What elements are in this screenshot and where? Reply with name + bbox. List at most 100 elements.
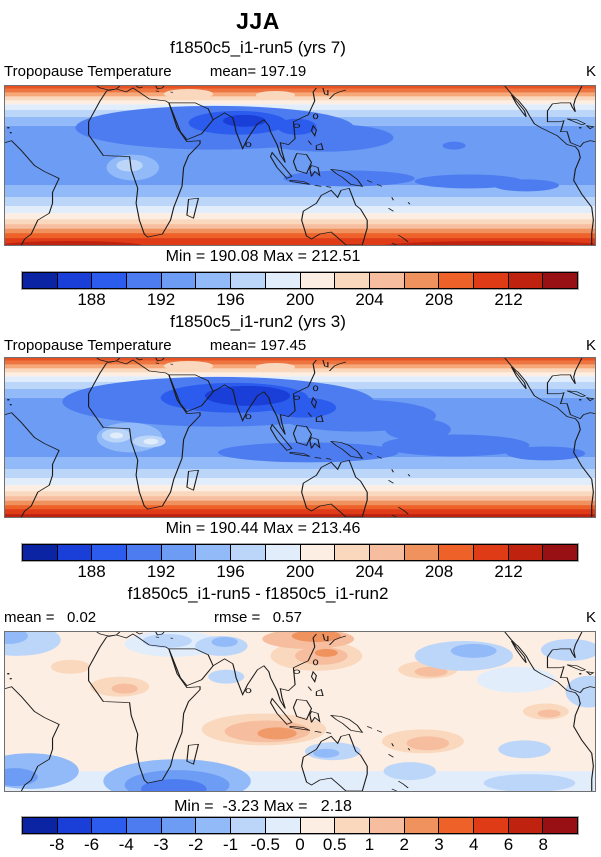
colorbar-tick-label: -8 [49,835,65,854]
panel3-header: mean = 0.02 rmse = 0.57 K [0,609,601,626]
colorbar-segment [57,273,93,288]
colorbar-segment [92,545,128,560]
cool-difference-blobs [5,632,595,791]
panel2-subtitle: f1850c5_i1-run2 (yrs 3) [170,312,346,331]
colorbar-tick-label: 0.5 [322,835,347,854]
panel2-header: Tropopause Temperature mean= 197.45 K [0,337,601,354]
colorbar-strip [21,816,579,835]
colorbar-segment [57,818,93,833]
colorbar-segment [439,545,474,560]
colorbar-segment [92,818,128,833]
panel3-colorbar: -8 -6 -4 -3 -2 -1 -0.5 0 0.5 1 2 3 4 6 8 [21,816,579,855]
colorbar-tick-label: -4 [118,835,134,854]
colorbar-segment [439,273,474,288]
colorbar-tick-labels: 188 192 196 200 204 208 212 [22,290,578,310]
colorbar-segment [196,273,232,288]
panel3-unit-label: K [585,609,596,626]
colorbar-tick-label: 208 [424,290,454,309]
colorbar-tick-label: 4 [469,835,479,854]
colorbar-segment [404,273,440,288]
panel2-unit-label: K [585,337,596,354]
panel2-minmax: Min = 190.44 Max = 213.46 [165,520,361,537]
colorbar-tick-label: 212 [494,290,523,309]
colorbar-segment [161,273,197,288]
colorbar-tick-label: 1 [364,835,375,854]
colorbar-segment [300,273,336,288]
colorbar-segment [543,818,577,833]
colorbar-segment [508,273,544,288]
panel2-field-label: Tropopause Temperature [4,337,172,354]
colorbar-segment [439,818,474,833]
panel3-mean-label: mean = 0.02 [4,609,97,626]
panel1-field-label: Tropopause Temperature [4,63,172,80]
colorbar-segment [231,273,266,288]
panel3-minmax: Min = -3.23 Max = 2.18 [174,798,352,815]
colorbar-tick-labels: -8 -6 -4 -3 -2 -1 -0.5 0 0.5 1 2 3 4 6 8 [22,835,578,855]
colorbar-segment [543,545,577,560]
colorbar-segment [508,545,544,560]
colorbar-segment [508,818,544,833]
colorbar-tick-label: -2 [188,835,204,854]
colorbar-segment [127,818,162,833]
colorbar-segment [300,545,336,560]
colorbar-segment [196,818,232,833]
colorbar-strip [21,271,579,290]
panel1-header: Tropopause Temperature mean= 197.19 K [0,63,601,80]
colorbar-strip [21,543,579,562]
colorbar-tick-label: 2 [399,835,409,854]
colorbar-tick-label: 200 [285,562,315,581]
colorbar-segment [57,545,93,560]
colorbar-segment [265,818,301,833]
colorbar-tick-label: 0 [295,835,305,854]
colorbar-tick-label: -0.5 [250,835,280,854]
colorbar-segment [543,273,577,288]
colorbar-segment [127,545,162,560]
colorbar-tick-label: 204 [355,290,384,309]
colorbar-tick-label: 188 [77,290,106,309]
colorbar-segment [404,545,440,560]
colorbar-tick-label: 192 [146,562,176,581]
colorbar-tick-label: 3 [434,835,444,854]
page-title: JJA [236,8,280,34]
colorbar-segment [335,273,370,288]
panel2-colorbar: 188 192 196 200 204 208 212 [21,543,579,582]
colorbar-tick-label: 6 [503,835,514,854]
panel3-subtitle: f1850c5_i1-run5 - f1850c5_i1-run2 [127,584,389,603]
colorbar-tick-label: -6 [83,835,100,854]
colorbar-segment [369,818,405,833]
colorbar-segment [473,545,509,560]
colorbar-tick-label: 200 [285,290,315,309]
cold-anomaly-blobs [75,105,559,192]
colorbar-tick-labels: 188 192 196 200 204 208 212 [22,562,578,582]
panel1-subtitle: f1850c5_i1-run5 (yrs 7) [170,38,346,57]
colorbar-tick-label: 196 [216,562,245,581]
map-run2 [4,357,596,518]
colorbar-segment [23,818,58,833]
panel2-mean-label: mean= 197.45 [209,337,307,354]
colorbar-tick-label: 208 [424,562,454,581]
map-run5 [4,85,596,246]
colorbar-segment [369,273,405,288]
panel1-mean-label: mean= 197.19 [209,63,307,80]
colorbar-segment [335,545,370,560]
colorbar-segment [23,273,58,288]
cold-anomaly-blobs [62,376,586,463]
colorbar-tick-label: 188 [77,562,106,581]
colorbar-segment [196,545,232,560]
map-difference [4,631,596,792]
colorbar-segment [127,273,162,288]
colorbar-tick-label: 196 [216,290,245,309]
colorbar-segment [300,818,336,833]
colorbar-segment [473,818,509,833]
colorbar-segment [369,545,405,560]
colorbar-tick-label: 192 [146,290,176,309]
colorbar-tick-label: -1 [222,835,239,854]
colorbar-segment [161,818,197,833]
colorbar-segment [23,545,58,560]
colorbar-segment [265,273,301,288]
colorbar-segment [231,818,266,833]
colorbar-tick-label: -3 [153,835,169,854]
colorbar-segment [473,273,509,288]
colorbar-segment [335,818,370,833]
